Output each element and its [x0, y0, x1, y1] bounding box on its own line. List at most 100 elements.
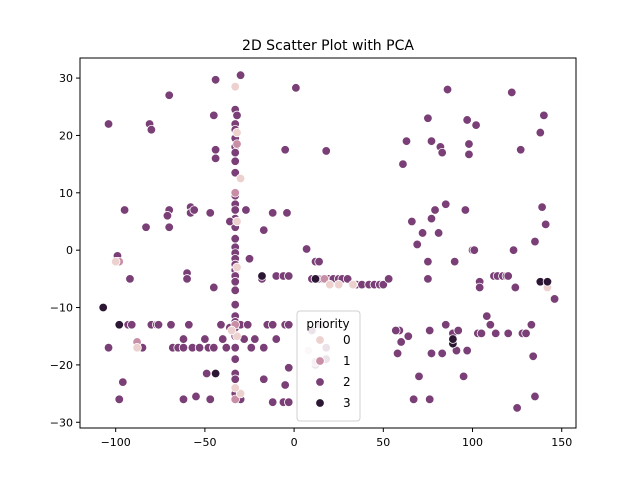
data-point-priority-2 — [540, 219, 551, 230]
data-point-priority-2 — [103, 119, 114, 129]
legend-label: 3 — [343, 396, 351, 410]
data-point-priority-2 — [243, 320, 253, 330]
data-point-priority-2 — [491, 328, 501, 339]
y-tick-label: −30 — [50, 416, 73, 429]
legend-title: priority — [306, 317, 349, 331]
data-point-priority-2 — [194, 342, 205, 353]
data-point-priority-2 — [230, 285, 240, 296]
data-point-priority-2 — [430, 205, 440, 215]
data-point-priority-2 — [230, 233, 240, 244]
data-point-priority-2 — [178, 394, 189, 405]
legend-label: 0 — [343, 333, 351, 347]
data-point-priority-2 — [230, 168, 240, 178]
data-point-priority-2 — [235, 70, 246, 80]
data-point-priority-0 — [230, 383, 240, 393]
data-point-priority-0 — [232, 216, 242, 227]
data-point-priority-2 — [230, 205, 240, 215]
x-axis: −100 −50 0 50 100 150 — [101, 428, 572, 449]
data-point-priority-2 — [512, 403, 522, 413]
data-point-priority-2 — [250, 334, 260, 344]
data-point-priority-2 — [164, 222, 174, 232]
data-point-priority-2 — [232, 110, 242, 121]
data-point-priority-0 — [334, 279, 344, 290]
y-tick-label: 30 — [59, 72, 73, 85]
chart-title: 2D Scatter Plot with PCA — [242, 38, 414, 54]
data-point-priority-3 — [210, 368, 221, 379]
data-point-priority-2 — [449, 256, 460, 267]
data-point-priority-2 — [539, 110, 549, 121]
data-point-priority-1 — [230, 394, 240, 405]
data-point-priority-2 — [189, 205, 199, 215]
data-point-priority-2 — [462, 115, 472, 125]
data-point-priority-2 — [482, 311, 492, 321]
data-point-priority-3 — [98, 302, 108, 313]
data-point-priority-2 — [437, 348, 447, 359]
data-point-priority-0 — [226, 325, 237, 336]
data-point-priority-2 — [403, 331, 413, 341]
data-point-priority-0 — [348, 279, 358, 290]
data-point-priority-2 — [141, 222, 151, 232]
data-point-priority-2 — [246, 342, 256, 353]
data-point-priority-2 — [321, 146, 331, 156]
data-point-priority-2 — [471, 120, 481, 130]
x-tick-label: 0 — [291, 436, 298, 449]
data-point-priority-2 — [241, 205, 251, 215]
data-point-priority-2 — [423, 113, 433, 123]
data-point-priority-2 — [423, 256, 433, 267]
data-point-priority-2 — [267, 397, 278, 407]
data-point-priority-2 — [453, 325, 463, 336]
data-point-priority-3 — [542, 277, 553, 287]
data-point-priority-2 — [301, 244, 312, 254]
data-point-priority-2 — [442, 84, 453, 95]
data-point-priority-3 — [257, 271, 267, 281]
y-tick-label: 10 — [59, 187, 73, 200]
data-point-priority-2 — [392, 348, 403, 359]
legend-marker — [315, 377, 325, 387]
data-point-priority-2 — [515, 145, 526, 155]
x-tick-label: 50 — [376, 436, 390, 449]
legend-box — [296, 310, 361, 422]
data-point-priority-2 — [205, 394, 215, 405]
data-point-priority-1 — [232, 139, 242, 149]
data-point-priority-2 — [210, 153, 221, 164]
data-point-priority-2 — [526, 320, 537, 330]
data-point-priority-2 — [118, 377, 128, 387]
data-point-priority-2 — [259, 374, 269, 384]
data-point-priority-2 — [259, 342, 269, 353]
x-tick-label: 150 — [551, 436, 572, 449]
data-point-priority-3 — [310, 274, 321, 284]
data-point-priority-2 — [230, 156, 240, 166]
data-point-priority-2 — [433, 228, 444, 238]
data-point-priority-2 — [342, 274, 353, 284]
data-point-priority-2 — [408, 394, 419, 405]
data-point-priority-1 — [230, 188, 240, 198]
data-point-priority-2 — [201, 368, 212, 379]
data-point-priority-2 — [535, 127, 546, 138]
data-point-priority-2 — [230, 147, 240, 158]
data-point-priority-2 — [178, 342, 189, 353]
data-point-priority-2 — [182, 274, 192, 284]
points-layer — [98, 70, 560, 413]
data-point-priority-2 — [528, 351, 538, 361]
legend-label: 2 — [343, 375, 351, 389]
data-point-priority-2 — [230, 354, 240, 364]
data-point-priority-2 — [282, 208, 292, 218]
y-tick-label: −10 — [50, 302, 73, 315]
data-point-priority-2 — [398, 159, 408, 169]
data-point-priority-2 — [127, 320, 137, 330]
data-point-priority-2 — [464, 139, 474, 149]
data-point-priority-2 — [507, 87, 517, 98]
data-point-priority-2 — [426, 348, 437, 359]
y-tick-label: 0 — [66, 244, 73, 257]
data-point-priority-2 — [291, 83, 301, 93]
data-point-priority-0 — [232, 127, 242, 138]
data-point-priority-2 — [230, 277, 240, 287]
data-point-priority-2 — [280, 380, 290, 390]
data-point-priority-2 — [401, 136, 412, 146]
data-point-priority-2 — [485, 320, 496, 330]
data-point-priority-2 — [503, 328, 513, 339]
data-point-priority-2 — [314, 256, 324, 267]
x-tick-label: 100 — [462, 436, 483, 449]
data-point-priority-2 — [114, 394, 124, 405]
data-point-priority-2 — [537, 202, 547, 212]
